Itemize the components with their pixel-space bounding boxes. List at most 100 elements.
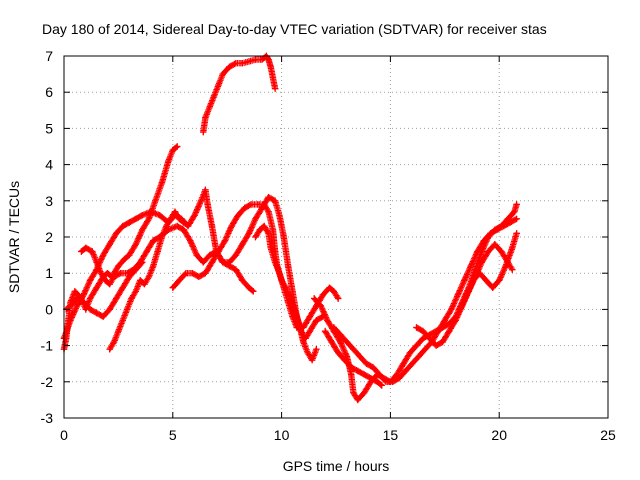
data-point bbox=[228, 222, 235, 230]
data-point bbox=[313, 346, 320, 353]
data-point bbox=[300, 338, 307, 346]
ticks bbox=[63, 55, 609, 419]
data-point bbox=[348, 371, 355, 378]
data-point bbox=[152, 197, 159, 204]
data-point bbox=[202, 186, 209, 194]
data-point bbox=[402, 367, 409, 375]
data-point bbox=[67, 317, 74, 324]
data-series-arc-12 bbox=[456, 230, 520, 313]
data-point bbox=[435, 327, 442, 335]
data-point bbox=[176, 215, 183, 223]
data-point bbox=[337, 338, 344, 346]
data-point bbox=[219, 70, 226, 78]
data-point bbox=[337, 331, 344, 338]
data-point bbox=[513, 215, 520, 223]
data-point bbox=[319, 291, 327, 299]
data-point bbox=[252, 233, 259, 241]
data-point bbox=[67, 302, 74, 309]
data-point bbox=[80, 299, 87, 306]
data-point bbox=[343, 353, 351, 360]
data-point bbox=[93, 284, 100, 291]
y-tick-label: 4 bbox=[45, 157, 53, 173]
data-point bbox=[115, 262, 122, 270]
data-point bbox=[452, 317, 459, 324]
data-point bbox=[311, 295, 318, 302]
y-tick-label: 7 bbox=[45, 48, 53, 64]
data-point bbox=[374, 378, 381, 385]
data-point bbox=[221, 237, 229, 244]
data-point bbox=[245, 284, 253, 291]
data-point bbox=[137, 277, 144, 284]
data-point bbox=[156, 212, 163, 219]
data-point bbox=[197, 197, 205, 204]
y-tick-label: 2 bbox=[45, 229, 53, 245]
data-point bbox=[348, 364, 355, 371]
data-point bbox=[413, 324, 420, 331]
data-point bbox=[335, 295, 342, 302]
data-point bbox=[321, 327, 329, 335]
data-point bbox=[280, 284, 287, 291]
data-point bbox=[169, 146, 176, 154]
data-point bbox=[121, 255, 129, 262]
data-series-arc-2 bbox=[200, 52, 279, 136]
data-point bbox=[82, 244, 89, 252]
data-point bbox=[126, 273, 133, 280]
data-point bbox=[489, 284, 496, 291]
data-point bbox=[113, 230, 120, 237]
data-point bbox=[119, 317, 126, 324]
data-point bbox=[509, 266, 516, 273]
data-point bbox=[234, 212, 242, 219]
tick-labels: 0 5 10 15 20 25 -3 -2 -1 0 1 2 3 4 5 6 7 bbox=[41, 48, 616, 443]
data-point bbox=[71, 288, 79, 295]
data-point bbox=[480, 237, 488, 244]
data-point bbox=[145, 215, 153, 223]
data-point bbox=[97, 270, 105, 277]
data-point bbox=[511, 208, 518, 215]
data-point bbox=[113, 295, 120, 302]
data-point bbox=[446, 327, 453, 335]
data-series-arc-13 bbox=[321, 327, 385, 389]
data-point bbox=[487, 230, 494, 237]
data-point bbox=[378, 382, 385, 389]
data-point bbox=[226, 259, 233, 266]
data-point bbox=[506, 219, 514, 226]
data-point bbox=[154, 248, 161, 255]
data-point bbox=[208, 222, 216, 230]
data-point bbox=[174, 222, 181, 230]
data-point bbox=[328, 338, 335, 346]
data-point bbox=[252, 215, 259, 223]
data-point bbox=[89, 248, 96, 255]
data-point bbox=[100, 313, 107, 320]
x-tick-label: 5 bbox=[169, 427, 177, 443]
data-point bbox=[439, 338, 446, 346]
data-point bbox=[180, 219, 187, 226]
data-point bbox=[150, 262, 157, 270]
data-point bbox=[158, 179, 166, 186]
data-point bbox=[413, 342, 420, 349]
data-point bbox=[502, 262, 509, 270]
data-point bbox=[204, 201, 211, 208]
data-point bbox=[86, 295, 94, 302]
data-point bbox=[254, 201, 261, 208]
data-point bbox=[361, 371, 368, 378]
data-point bbox=[126, 251, 133, 259]
data-point bbox=[361, 389, 368, 396]
data-point bbox=[202, 114, 209, 121]
x-tick-label: 0 bbox=[60, 427, 68, 443]
data-point bbox=[73, 302, 81, 309]
data-point bbox=[461, 277, 468, 284]
data-point bbox=[191, 212, 198, 219]
data-series-arc-5 bbox=[106, 208, 187, 353]
data-point bbox=[513, 230, 520, 237]
data-point bbox=[206, 251, 213, 259]
data-point bbox=[306, 313, 314, 320]
data-point bbox=[171, 208, 179, 215]
data-point bbox=[382, 378, 390, 385]
data-point bbox=[219, 259, 226, 266]
y-tick-label: -2 bbox=[41, 374, 54, 390]
data-point bbox=[250, 288, 257, 295]
data-point bbox=[463, 291, 470, 299]
data-point bbox=[258, 56, 266, 63]
data-point bbox=[126, 219, 133, 226]
data-point bbox=[145, 273, 153, 280]
